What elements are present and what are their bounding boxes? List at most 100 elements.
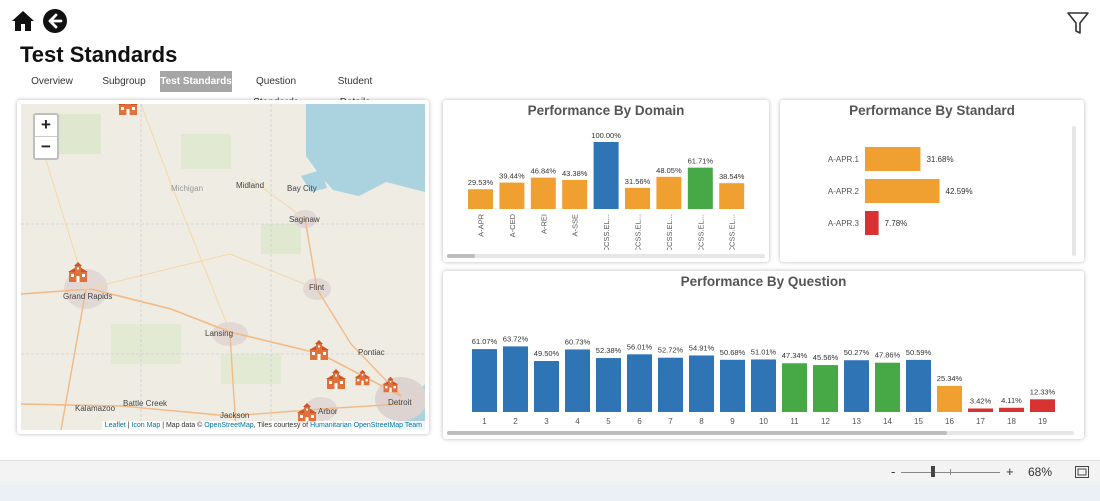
map-label-city: Jackson	[220, 411, 250, 420]
map-label-city: Bay City	[287, 184, 317, 193]
question-bar[interactable]	[534, 361, 559, 412]
chart-title: Performance By Domain	[527, 103, 685, 118]
leaflet-link[interactable]: Leaflet	[104, 422, 126, 429]
page-title: Test Standards	[20, 42, 178, 67]
map-label-city: Battle Creek	[123, 399, 168, 408]
domain-bar[interactable]	[499, 182, 525, 209]
map-view[interactable]: Michigan Midland Bay City Saginaw Grand …	[21, 104, 425, 430]
question-bar[interactable]	[906, 359, 931, 412]
standard-category-label: A-APR.3	[828, 219, 860, 228]
standard-bar-chart: A-APR.1 31.68% A-APR.2 42.59% A-APR.3 7.78%	[828, 147, 973, 235]
question-category-label: 12	[821, 417, 830, 426]
home-icon[interactable]	[11, 9, 35, 33]
question-bar[interactable]	[565, 349, 590, 412]
domain-category-label: CCSS.EL...	[728, 214, 737, 250]
question-category-label: 16	[945, 417, 954, 426]
standard-category-label: A-APR.1	[828, 155, 860, 164]
map-zoom-control: + −	[33, 113, 59, 160]
question-category-label: 7	[668, 417, 673, 426]
domain-scrollbar[interactable]	[447, 254, 765, 258]
question-bar[interactable]	[782, 363, 807, 412]
question-scrollbar[interactable]	[447, 431, 1074, 435]
iconmap-link[interactable]: Icon Map	[131, 422, 161, 429]
map-label-city: Arbor	[318, 407, 338, 416]
zoom-in-button[interactable]: +	[1006, 464, 1014, 479]
osm-link[interactable]: OpenStreetMap	[204, 422, 254, 429]
standard-category-label: A-APR.2	[828, 187, 860, 196]
chart-title: Performance By Standard	[849, 103, 1015, 118]
question-data-label: 63.72%	[503, 334, 529, 343]
tab-student-details[interactable]: Student Details	[337, 76, 373, 108]
map-label-city: Pontiac	[358, 348, 385, 357]
hot-link[interactable]: Humanitarian OpenStreetMap Team	[310, 422, 422, 429]
map-label-city: Detroit	[388, 398, 412, 407]
map-label-city: Lansing	[205, 329, 234, 338]
standard-bar[interactable]	[865, 147, 921, 171]
question-bar[interactable]	[720, 359, 745, 412]
domain-category-label: CCSS.EL...	[665, 214, 674, 250]
tab-subgroup[interactable]: Subgroup	[102, 76, 146, 87]
question-data-label: 12.33%	[1030, 387, 1056, 396]
question-bar[interactable]	[472, 349, 497, 412]
zoom-out-button[interactable]: -	[891, 464, 896, 479]
question-category-label: 13	[852, 417, 861, 426]
question-bar[interactable]	[689, 355, 714, 412]
question-data-label: 3.42%	[970, 396, 992, 405]
domain-bar[interactable]	[593, 142, 619, 209]
question-bar[interactable]	[813, 365, 838, 412]
domain-data-label: 38.54%	[719, 172, 745, 181]
filter-icon[interactable]	[1066, 10, 1090, 36]
question-data-label: 25.34%	[937, 374, 963, 383]
tab-overview[interactable]: Overview	[31, 76, 73, 87]
question-bar[interactable]	[875, 362, 900, 412]
school-marker-icon[interactable]	[308, 339, 330, 361]
question-bar[interactable]	[627, 354, 652, 412]
domain-bar[interactable]	[656, 176, 682, 209]
question-bar[interactable]	[937, 385, 962, 412]
map-zoom-in-button[interactable]: +	[35, 115, 57, 137]
domain-data-label: 43.38%	[562, 169, 588, 178]
standard-bar[interactable]	[865, 211, 879, 235]
question-bar[interactable]	[999, 407, 1024, 412]
map-zoom-out-button[interactable]: −	[41, 137, 51, 156]
zoom-slider-thumb[interactable]	[931, 466, 935, 477]
school-marker-icon[interactable]	[67, 261, 89, 283]
domain-bar[interactable]	[625, 187, 650, 209]
question-bar[interactable]	[503, 346, 528, 412]
school-marker-icon[interactable]	[117, 104, 139, 116]
tab-question-standards[interactable]: Question Standards	[253, 76, 299, 108]
tab-test-standards[interactable]: Test Standards	[160, 71, 232, 92]
question-bar[interactable]	[844, 360, 869, 412]
question-bar[interactable]	[658, 357, 683, 412]
standard-chart-card: Performance By Standard A-APR.1 31.68% A-A…	[780, 100, 1084, 262]
domain-bar[interactable]	[562, 179, 588, 209]
question-data-label: 51.01%	[751, 347, 777, 356]
domain-category-label: CCSS.EL...	[696, 214, 705, 250]
question-bar[interactable]	[596, 358, 621, 412]
question-data-label: 60.73%	[565, 337, 591, 346]
question-category-label: 10	[759, 417, 768, 426]
question-category-label: 3	[544, 417, 549, 426]
domain-data-label: 61.71%	[688, 157, 714, 166]
school-marker-icon[interactable]	[354, 369, 371, 386]
domain-data-label: 48.05%	[656, 166, 682, 175]
question-bar[interactable]	[968, 408, 993, 412]
zoom-slider-tick	[950, 469, 951, 475]
back-arrow-icon[interactable]	[43, 9, 67, 33]
question-bar[interactable]	[751, 359, 776, 412]
domain-bar[interactable]	[719, 183, 745, 209]
question-data-label: 50.68%	[720, 348, 746, 357]
school-marker-icon[interactable]	[325, 368, 347, 390]
domain-bar[interactable]	[530, 177, 556, 209]
question-bar[interactable]	[1030, 399, 1055, 412]
question-category-label: 9	[730, 417, 735, 426]
map-label-city: Midland	[236, 181, 265, 190]
standard-scrollbar[interactable]	[1072, 126, 1076, 256]
domain-bar[interactable]	[687, 167, 713, 209]
standard-bar[interactable]	[865, 179, 940, 203]
standard-data-label: 42.59%	[946, 187, 973, 196]
school-marker-icon[interactable]	[382, 376, 399, 393]
question-category-label: 4	[575, 417, 580, 426]
fit-to-page-icon[interactable]	[1075, 466, 1089, 478]
domain-bar[interactable]	[468, 189, 493, 209]
